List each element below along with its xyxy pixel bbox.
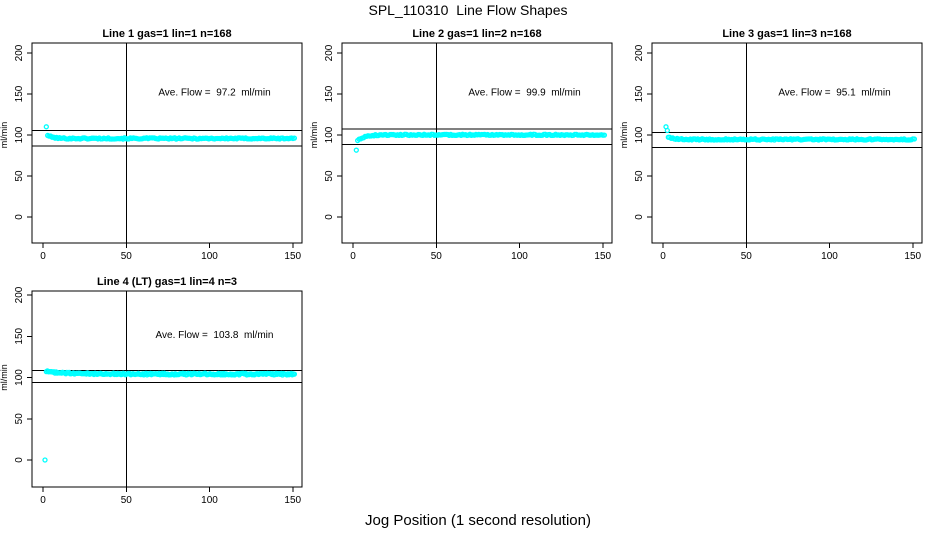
subplot-title: Line 2 gas=1 lin=2 n=168 [412,28,541,40]
x-tick-label: 50 [121,495,133,506]
x-tick-label: 0 [660,251,666,262]
x-tick-label: 0 [350,251,356,262]
y-tick-label: 50 [14,170,25,182]
y-tick-label: 50 [324,170,335,182]
data-points [663,124,918,143]
y-tick-label: 200 [14,44,25,61]
x-tick-label: 50 [741,251,753,262]
x-tick-label: 100 [821,251,838,262]
y-tick-label: 0 [14,214,25,220]
x-tick-label: 100 [201,495,218,506]
y-tick-label: 150 [324,85,335,102]
subplot-title: Line 4 (LT) gas=1 lin=4 n=3 [97,276,237,288]
figure-title: SPL_110310 Line Flow Shapes [368,2,568,18]
x-tick-label: 0 [40,495,46,506]
y-axis-label: ml/min [309,122,319,149]
y-tick-label: 50 [14,413,25,425]
x-tick-label: 150 [284,495,301,506]
y-tick-label: 150 [634,85,645,102]
data-points [353,131,608,153]
outlier-point [42,457,48,463]
outlier-point [664,127,670,134]
subplot-title: Line 1 gas=1 lin=1 n=168 [102,28,231,40]
y-tick-label: 200 [14,286,25,303]
x-tick-label: 150 [284,251,301,262]
y-tick-label: 100 [324,126,335,143]
subplot-4: 0 50 100 150 0 50 100 150 200 ml/min Line 4 (LT) g… [0,276,303,506]
y-tick-label: 0 [14,457,25,463]
data-point [911,136,918,142]
y-tick-label: 100 [14,369,25,386]
y-axis-label: ml/min [0,122,9,149]
y-tick-label: 0 [634,214,645,220]
x-tick-label: 100 [201,251,218,262]
plot-frame [651,42,923,244]
y-tick-label: 50 [634,170,645,182]
outlier-point [43,124,49,130]
y-tick-label: 150 [14,327,25,344]
subplot-2: 0 50 100 150 0 50 100 150 200 ml/min Line 2 gas=1 … [309,28,613,262]
x-tick-label: 50 [431,251,443,262]
x-axis-shared-label: Jog Position (1 second resolution) [365,512,591,529]
y-axis-label: ml/min [619,122,629,149]
data-point [291,371,298,377]
ave-flow-annotation: Ave. Flow = 99.9 ml/min [468,88,580,99]
subplot-title: Line 3 gas=1 lin=3 n=168 [722,28,851,40]
y-tick-label: 200 [324,44,335,61]
y-tick-label: 0 [324,214,335,220]
subplot-1: 0 50 100 150 0 50 100 150 200 ml/min Line 1 gas=1 … [0,28,303,262]
data-points [43,124,298,142]
data-point [601,132,608,138]
outlier-point [353,147,359,153]
subplot-3: 0 50 100 150 0 50 100 150 200 ml/min Line 3 gas=1 … [619,28,923,262]
ave-flow-annotation: Ave. Flow = 103.8 ml/min [156,330,274,341]
x-tick-label: 150 [594,251,611,262]
ave-flow-annotation: Ave. Flow = 95.1 ml/min [778,88,890,99]
y-tick-label: 200 [634,44,645,61]
x-tick-label: 150 [904,251,921,262]
y-tick-label: 150 [14,85,25,102]
y-tick-label: 100 [14,126,25,143]
ave-flow-annotation: Ave. Flow = 97.2 ml/min [158,88,270,99]
data-point [291,135,298,141]
plot-frame [31,290,303,488]
x-tick-label: 100 [511,251,528,262]
y-axis-label: ml/min [0,364,9,391]
plot-frame [31,42,303,244]
plot-frame [341,42,613,244]
data-points [42,368,298,463]
x-tick-label: 50 [121,251,133,262]
y-tick-label: 100 [634,126,645,143]
x-tick-label: 0 [40,251,46,262]
